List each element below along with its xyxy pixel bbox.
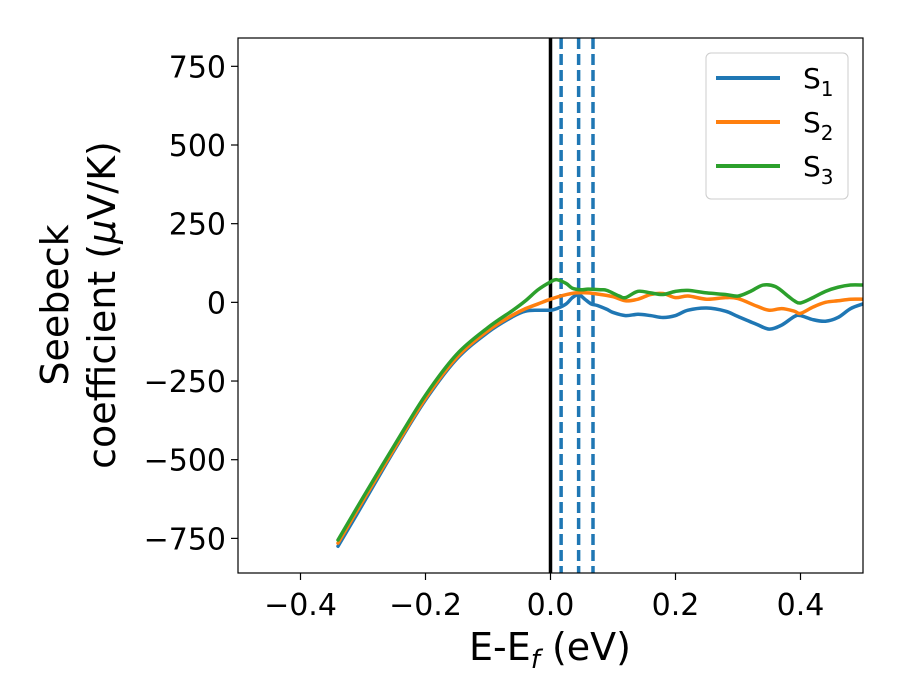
reference-lines [548,38,595,573]
x-tick-label: 0.4 [777,588,825,623]
y-tick-label: 0 [207,286,226,321]
x-tick-label: 0.0 [527,588,575,623]
x-axis-title: E-Ef (eV) [469,625,631,675]
x-tick-label: −0.4 [264,588,337,623]
x-axis: −0.4 −0.2 0.0 0.2 0.4 [264,573,824,623]
y-axis-title-line1: Seebeck [33,224,77,385]
y-tick-label: 250 [169,208,226,243]
series-line-s2 [336,290,863,545]
legend: S1 S2 S3 [705,52,849,200]
legend-label-s1: S1 [803,62,834,101]
y-axis: 750 500 250 0 −250 −500 −750 [144,50,238,557]
y-tick-label: −500 [144,444,226,479]
x-tick-label: 0.2 [652,588,700,623]
legend-label-s2: S2 [803,106,834,145]
x-tick-label: −0.2 [389,588,462,623]
legend-label-s3: S3 [803,150,834,189]
series-line-s3 [336,277,863,542]
y-tick-label: −750 [144,522,226,557]
series-line-s1 [336,292,863,548]
y-axis-title-line2: coefficient (μV/K) [80,141,124,469]
legend-box [705,52,849,200]
y-tick-label: −250 [144,365,226,400]
y-tick-label: 750 [169,50,226,85]
series-layer [336,277,863,548]
y-tick-label: 500 [169,129,226,164]
